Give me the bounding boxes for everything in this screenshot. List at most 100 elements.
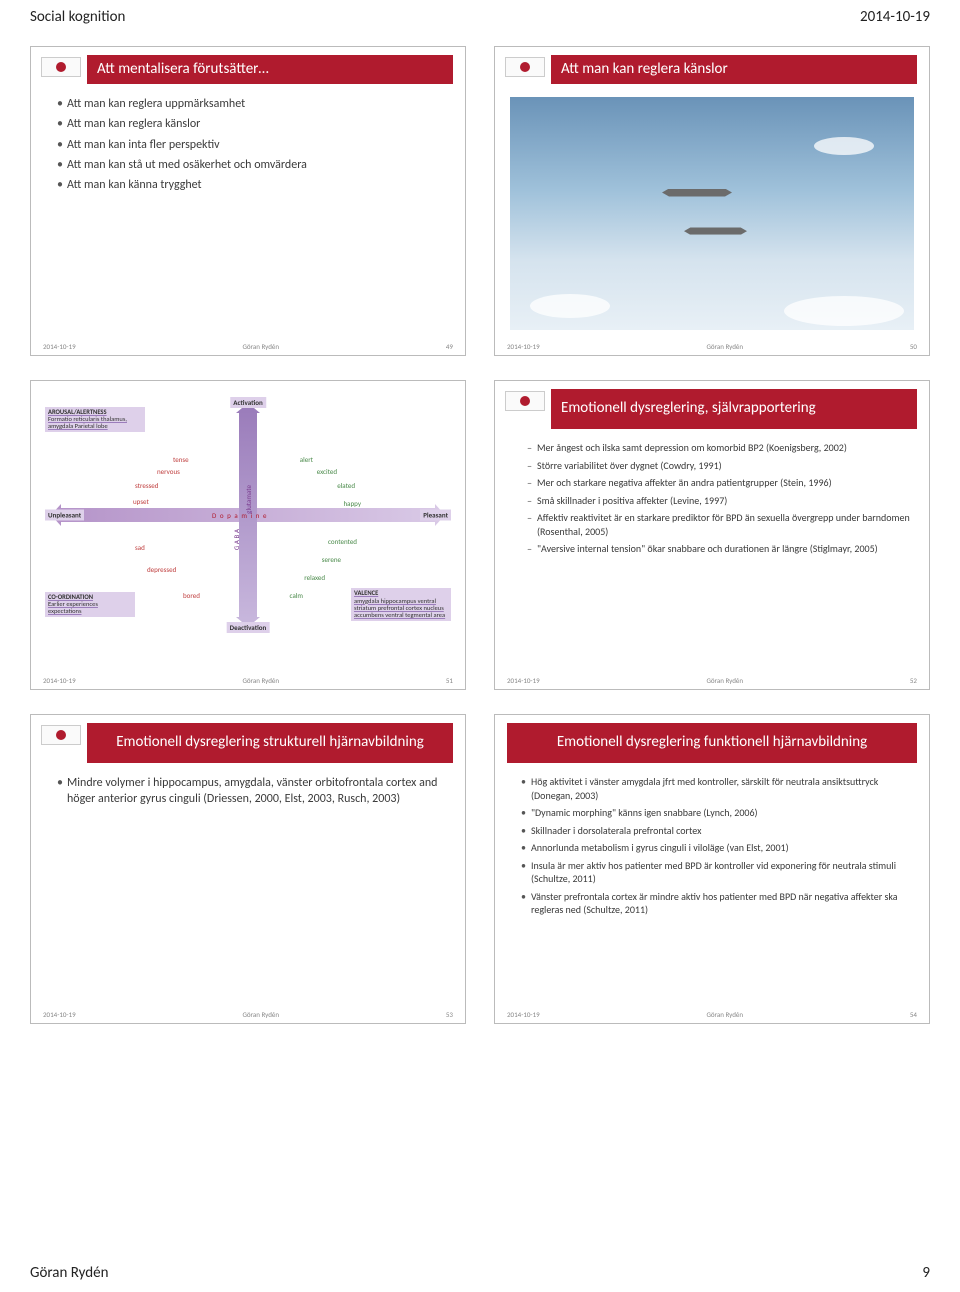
- slide-date: 2014-10-19: [507, 342, 540, 351]
- affect-word: stressed: [135, 481, 158, 490]
- affect-word: sad: [135, 543, 145, 552]
- list-item: Att man kan reglera känslor: [57, 116, 447, 132]
- slide-num: 54: [910, 1010, 917, 1019]
- list-item: Annorlunda metabolism i gyrus cinguli i …: [521, 841, 911, 855]
- box-body: Formatio reticularis thalamus, amygdala …: [48, 416, 142, 430]
- deactivation-label: Deactivation: [227, 622, 270, 633]
- list-item: "Dynamic morphing" känns igen snabbare (…: [521, 806, 911, 820]
- page-footer: Göran Rydén 9: [30, 1264, 930, 1282]
- slide-2: Att man kan reglera känslor 2014-10-19 G…: [494, 46, 930, 356]
- affect-diagram: D o p a m i n e glutamate G A B A Activa…: [43, 395, 453, 635]
- slide-num: 53: [446, 1010, 453, 1019]
- list-item: Insula är mer aktiv hos patienter med BP…: [521, 859, 911, 886]
- header-right: 2014-10-19: [860, 8, 930, 26]
- page-header: Social kognition 2014-10-19: [0, 0, 960, 26]
- slide-5: Emotionell dysreglering strukturell hjär…: [30, 714, 466, 1024]
- ki-logo: [41, 725, 81, 745]
- slide-6: Emotionell dysreglering funktionell hjär…: [494, 714, 930, 1024]
- slide-6-bullets: Hög aktivitet i vänster amygdala jfrt me…: [507, 771, 917, 917]
- list-item: Att man kan stå ut med osäkerhet och omv…: [57, 157, 447, 173]
- slide-num: 49: [446, 342, 453, 351]
- gaba-label: G A B A: [232, 529, 241, 550]
- coordination-box: CO-ORDINATION Earlier experiences expect…: [45, 592, 135, 617]
- jet-image: [510, 97, 914, 330]
- ki-logo: [505, 57, 545, 77]
- slide-2-footer: 2014-10-19 Göran Rydén 50: [507, 342, 917, 351]
- unpleasant-label: Unpleasant: [45, 510, 84, 521]
- affect-word: nervous: [157, 467, 180, 476]
- affect-word: elated: [337, 481, 355, 490]
- slide-num: 50: [910, 342, 917, 351]
- slide-5-title: Emotionell dysreglering strukturell hjär…: [87, 723, 453, 763]
- slide-date: 2014-10-19: [43, 342, 76, 351]
- slide-5-bullets: Mindre volymer i hippocampus, amygdala, …: [43, 771, 453, 807]
- jet-icon: [666, 219, 774, 246]
- list-item: Små skillnader i positiva affekter (Levi…: [527, 494, 911, 508]
- list-item: Vänster prefrontala cortex är mindre akt…: [521, 890, 911, 917]
- list-item: Att man kan inta fler perspektiv: [57, 137, 447, 153]
- slide-4-footer: 2014-10-19 Göran Rydén 52: [507, 676, 917, 685]
- affect-word: calm: [290, 591, 303, 600]
- slides-grid: Att mentalisera förutsätter… Att man kan…: [0, 26, 960, 1044]
- slide-author: Göran Rydén: [706, 1010, 743, 1019]
- axis-h-label: D o p a m i n e: [212, 511, 267, 520]
- arousal-box: AROUSAL/ALERTNESS Formatio reticularis t…: [45, 407, 145, 432]
- slide-2-title: Att man kan reglera känslor: [551, 55, 917, 84]
- affect-word: alert: [300, 455, 313, 464]
- slide-6-title: Emotionell dysreglering funktionell hjär…: [507, 723, 917, 763]
- box-body: amygdala hippocampus ventral striatum pr…: [354, 598, 448, 619]
- slide-author: Göran Rydén: [242, 676, 279, 685]
- jet-icon: [642, 179, 762, 209]
- slide-1-title: Att mentalisera förutsätter…: [87, 55, 453, 84]
- affect-word: serene: [322, 555, 341, 564]
- slide-date: 2014-10-19: [507, 1010, 540, 1019]
- slide-6-footer: 2014-10-19 Göran Rydén 54: [507, 1010, 917, 1019]
- affect-word: upset: [133, 497, 149, 506]
- slide-4-bullets: Mer ångest och ilska samt depression om …: [507, 437, 917, 556]
- list-item: Att man kan känna trygghet: [57, 177, 447, 193]
- list-item: Mindre volymer i hippocampus, amygdala, …: [57, 775, 447, 807]
- activation-label: Activation: [230, 397, 266, 408]
- valence-box: VALENCE amygdala hippocampus ventral str…: [351, 588, 451, 621]
- slide-author: Göran Rydén: [242, 342, 279, 351]
- slide-date: 2014-10-19: [43, 676, 76, 685]
- slide-num: 51: [446, 676, 453, 685]
- slide-num: 52: [910, 676, 917, 685]
- affect-word: relaxed: [304, 573, 325, 582]
- slide-4: Emotionell dysreglering, självrapporteri…: [494, 380, 930, 690]
- slide-5-footer: 2014-10-19 Göran Rydén 53: [43, 1010, 453, 1019]
- slide-3: D o p a m i n e glutamate G A B A Activa…: [30, 380, 466, 690]
- slide-1-footer: 2014-10-19 Göran Rydén 49: [43, 342, 453, 351]
- affect-word: bored: [183, 591, 200, 600]
- slide-date: 2014-10-19: [507, 676, 540, 685]
- footer-left: Göran Rydén: [30, 1264, 109, 1282]
- list-item: Att man kan reglera uppmärksamhet: [57, 96, 447, 112]
- slide-4-title: Emotionell dysreglering, självrapporteri…: [551, 389, 917, 429]
- list-item: Affektiv reaktivitet är en starkare pred…: [527, 511, 911, 538]
- footer-right: 9: [922, 1264, 930, 1282]
- affect-word: depressed: [147, 565, 176, 574]
- pleasant-label: Pleasant: [420, 510, 451, 521]
- ki-logo: [505, 391, 545, 411]
- slide-date: 2014-10-19: [43, 1010, 76, 1019]
- header-left: Social kognition: [30, 8, 125, 26]
- slide-3-footer: 2014-10-19 Göran Rydén 51: [43, 676, 453, 685]
- slide-author: Göran Rydén: [242, 1010, 279, 1019]
- box-body: Earlier experiences expectations: [48, 601, 132, 615]
- affect-word: contented: [328, 537, 357, 546]
- affect-word: happy: [343, 499, 361, 508]
- list-item: Mer och starkare negativa affekter än an…: [527, 476, 911, 490]
- slide-1: Att mentalisera förutsätter… Att man kan…: [30, 46, 466, 356]
- list-item: Hög aktivitet i vänster amygdala jfrt me…: [521, 775, 911, 802]
- list-item: Mer ångest och ilska samt depression om …: [527, 441, 911, 455]
- list-item: Skillnader i dorsolaterala prefrontal co…: [521, 824, 911, 838]
- list-item: "Aversive internal tension" ökar snabbar…: [527, 542, 911, 556]
- slide-1-bullets: Att man kan reglera uppmärksamhet Att ma…: [43, 92, 453, 193]
- slide-author: Göran Rydén: [706, 676, 743, 685]
- affect-word: tense: [173, 455, 189, 464]
- slide-author: Göran Rydén: [706, 342, 743, 351]
- list-item: Större variabilitet över dygnet (Cowdry,…: [527, 459, 911, 473]
- ki-logo: [41, 57, 81, 77]
- affect-word: excited: [317, 467, 337, 476]
- axis-v-label: glutamate: [244, 485, 253, 514]
